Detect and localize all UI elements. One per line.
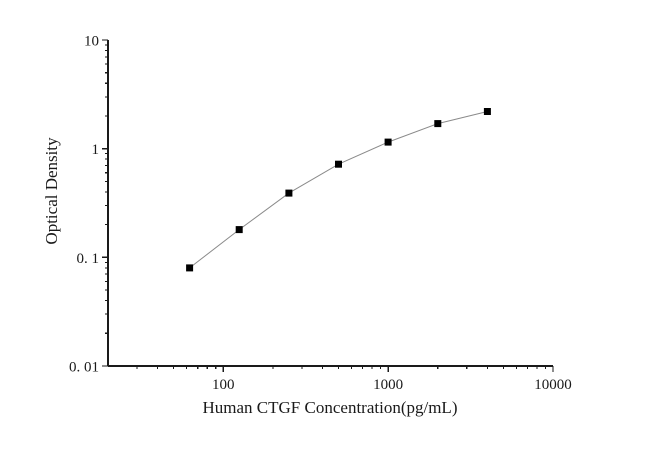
- major-ticks: [102, 39, 554, 372]
- x-tick-label: 10000: [534, 377, 572, 393]
- y-tick-label: 0. 01: [69, 360, 99, 376]
- x-tick-label: 100: [212, 377, 235, 393]
- y-tick-label: 10: [84, 34, 99, 50]
- data-series: [186, 108, 491, 272]
- data-point-marker: [483, 108, 491, 115]
- data-point-marker: [384, 138, 392, 146]
- x-axis-title: Human CTGF Concentration(pg/mL): [203, 398, 458, 417]
- data-point-marker: [434, 120, 442, 128]
- data-point-marker: [186, 264, 194, 272]
- tick-labels: 100 1000 10000 10 1 0. 1 0. 01: [69, 34, 572, 394]
- y-axis-title: Optical Density: [42, 137, 61, 245]
- data-point-marker: [285, 189, 293, 197]
- x-tick-label: 1000: [373, 377, 403, 393]
- y-tick-label: 0. 1: [77, 251, 100, 267]
- data-point-marker: [235, 226, 243, 234]
- minor-ticks: [104, 44, 547, 370]
- y-tick-label: 1: [92, 142, 100, 158]
- series-line: [189, 111, 488, 269]
- data-point-marker: [335, 160, 342, 168]
